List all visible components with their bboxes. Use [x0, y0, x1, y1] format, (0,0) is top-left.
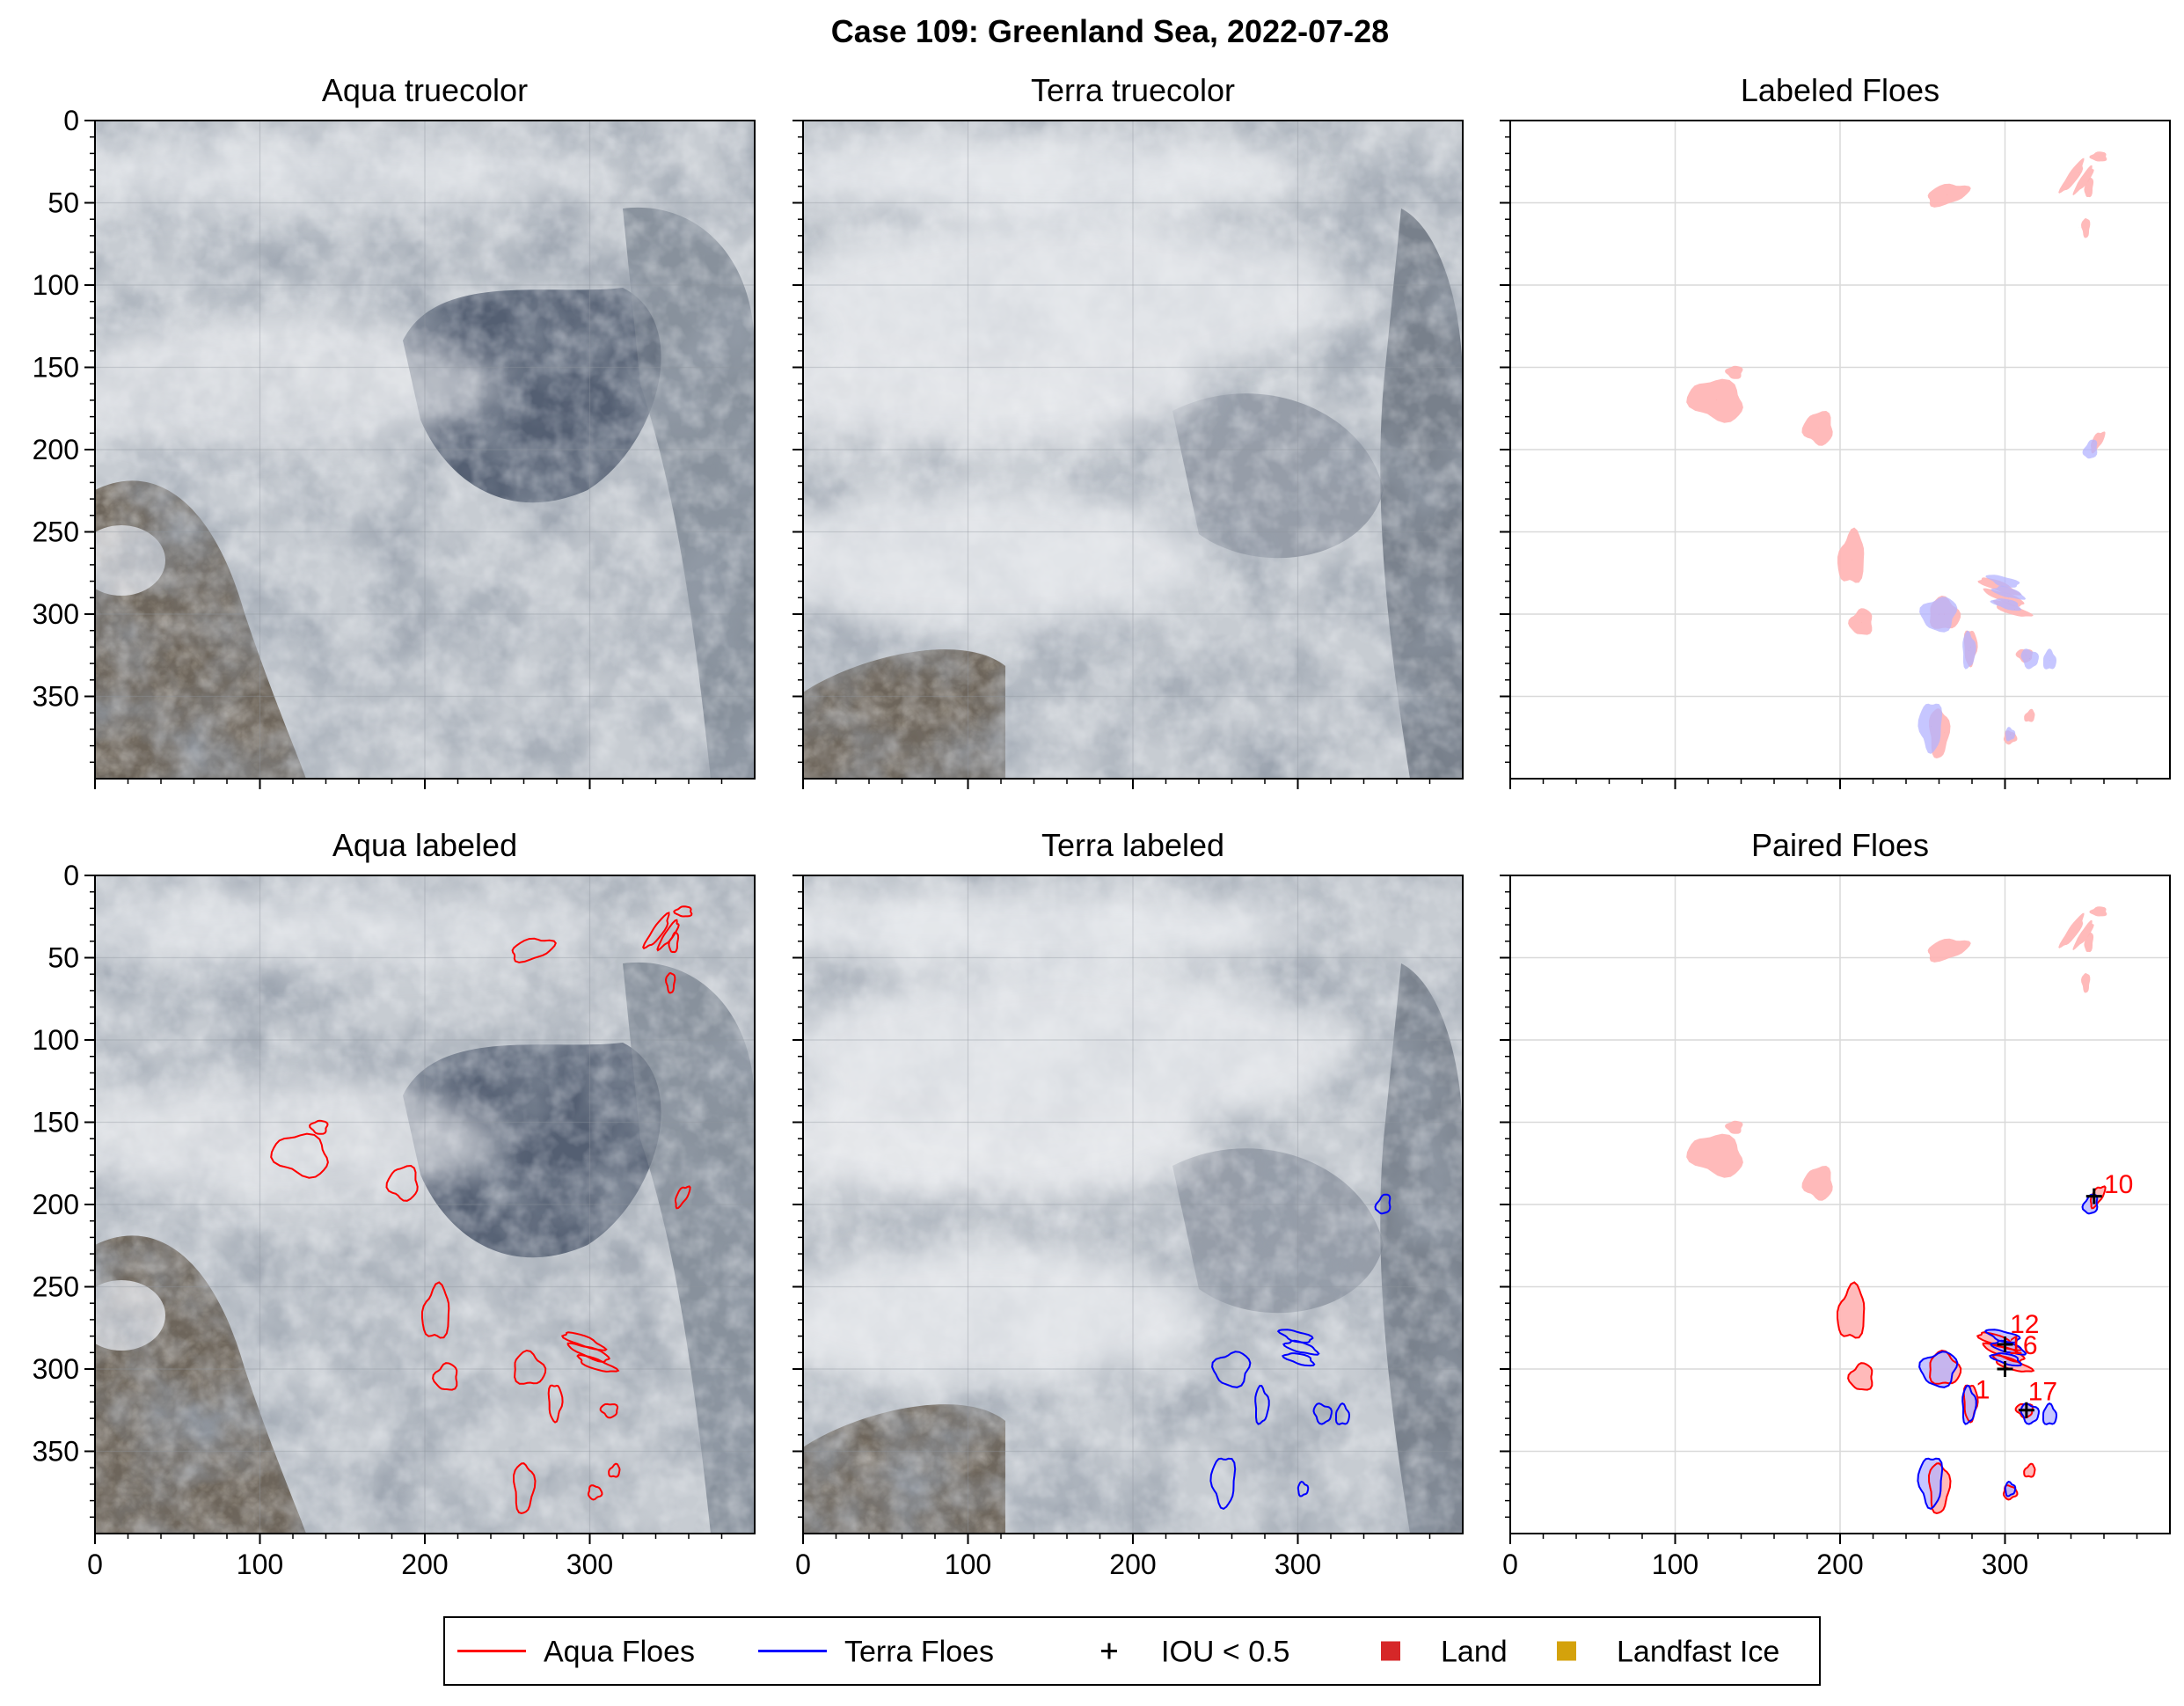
y-tick-label: 100: [33, 1024, 79, 1056]
panel-title: Paired Floes: [1751, 827, 1929, 863]
legend-square-swatch: [1557, 1642, 1576, 1661]
legend-label: Terra Floes: [844, 1636, 994, 1669]
legend-label: Aqua Floes: [544, 1636, 695, 1669]
legend-square-swatch: [1381, 1642, 1400, 1661]
y-tick-label: 300: [33, 1353, 79, 1385]
y-tick-label: 50: [47, 187, 79, 219]
pair-label: 16: [2008, 1331, 2037, 1360]
x-tick-label: 100: [1652, 1549, 1698, 1580]
legend-label: Landfast Ice: [1617, 1636, 1779, 1669]
y-tick-label: 50: [47, 942, 79, 974]
x-tick-label: 0: [87, 1549, 103, 1580]
x-tick-label: 300: [1275, 1549, 1321, 1580]
x-tick-label: 200: [1109, 1549, 1156, 1580]
x-tick-label: 300: [566, 1549, 613, 1580]
y-tick-label: 350: [33, 681, 79, 713]
pair-label: 10: [2104, 1170, 2133, 1199]
y-tick-label: 200: [33, 1189, 79, 1220]
y-tick-label: 350: [33, 1436, 79, 1468]
pair-label: 17: [2028, 1378, 2057, 1407]
panel-aqua-truecolor: Aqua truecolor 0 50 100 150 200 250 300 350: [25, 72, 755, 789]
panel-title: Terra labeled: [1041, 827, 1224, 863]
legend-label: Land: [1441, 1636, 1508, 1669]
figure-title: Case 109: Greenland Sea, 2022-07-28: [831, 13, 1389, 49]
x-tick-label: 300: [1982, 1549, 2028, 1580]
y-tick-label: 300: [33, 598, 79, 630]
x-tick-label: 100: [237, 1549, 283, 1580]
panel-terra-truecolor: Terra truecolor: [733, 72, 1463, 789]
x-tick-label: 0: [795, 1549, 811, 1580]
y-tick-label: 200: [33, 434, 79, 465]
legend: Aqua Floes Terra Floes IOU < 0.5 Land Landfa…: [444, 1617, 1820, 1685]
y-tick-label: 150: [33, 352, 79, 384]
x-tick-label: 200: [401, 1549, 448, 1580]
x-tick-label: 0: [1502, 1549, 1518, 1580]
panel-aqua-labeled: Aqua labeled 0 100 200 300 0 50 100 150 200 250 300…: [25, 827, 755, 1580]
panel-title: Labeled Floes: [1741, 72, 1939, 108]
y-tick-label: 150: [33, 1107, 79, 1139]
panel-title: Aqua labeled: [332, 827, 517, 863]
x-tick-label: 200: [1816, 1549, 1863, 1580]
y-tick-label: 250: [33, 1271, 79, 1303]
x-tick-label: 100: [945, 1549, 991, 1580]
panel-terra-labeled: Terra labeled 0 100 200 300: [733, 827, 1463, 1580]
panel-title: Aqua truecolor: [322, 72, 528, 108]
pair-label: 1: [1976, 1376, 1990, 1405]
y-tick-label: 0: [63, 860, 79, 891]
panel-title: Terra truecolor: [1031, 72, 1235, 108]
panel-labeled-floes: Labeled Floes: [1500, 72, 2170, 789]
y-tick-label: 100: [33, 269, 79, 301]
legend-label: IOU < 0.5: [1161, 1636, 1289, 1669]
y-tick-label: 0: [63, 105, 79, 136]
y-tick-label: 250: [33, 516, 79, 548]
